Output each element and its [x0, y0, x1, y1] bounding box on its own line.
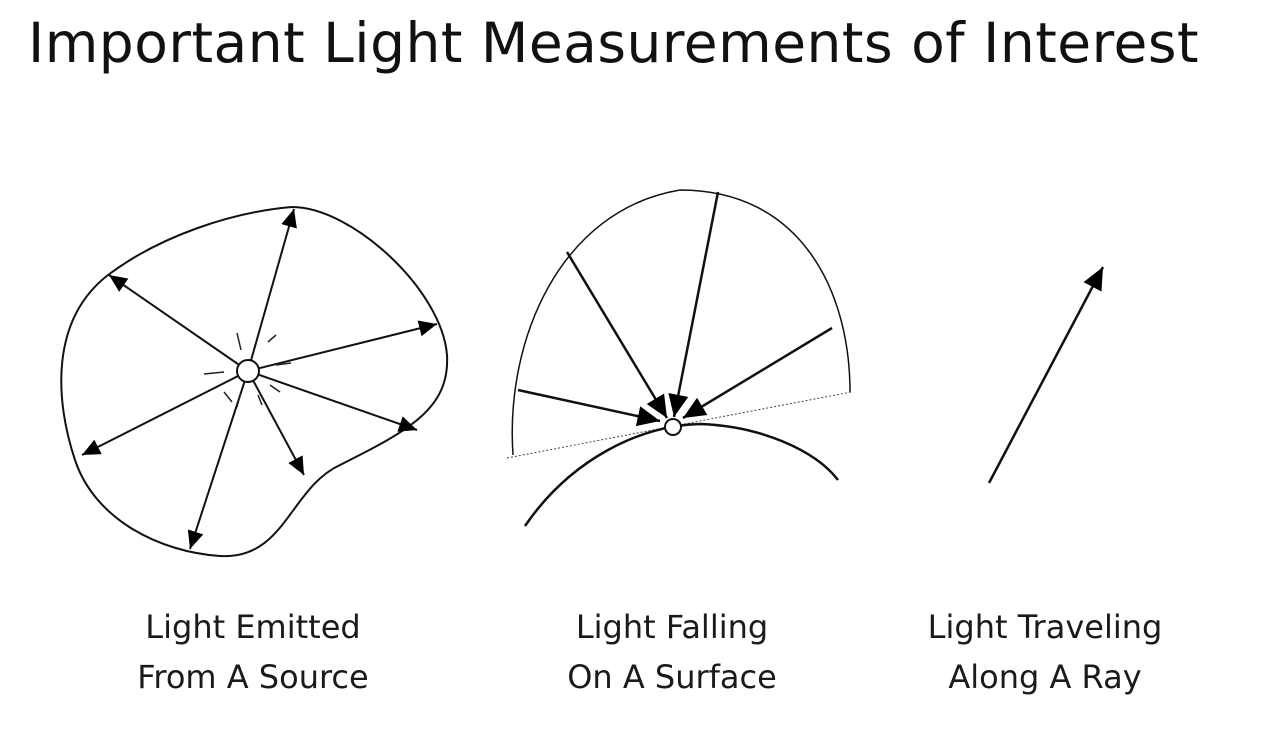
light-source-glow — [203, 332, 292, 408]
emission-arrow — [108, 274, 249, 372]
hemisphere-dome — [511, 189, 851, 456]
caption-light-traveling: Light Traveling Along A Ray — [875, 602, 1215, 702]
emission-arrow — [247, 208, 297, 372]
emission-arrow — [81, 370, 249, 456]
incoming-arrow — [565, 251, 669, 419]
caption-line: Light Falling — [575, 608, 769, 646]
caption-line: From A Source — [137, 658, 369, 696]
receiving-surface — [523, 422, 839, 527]
slide-title: Important Light Measurements of Interest — [28, 11, 1200, 75]
ray-diagram — [987, 266, 1105, 484]
caption-line: Light Traveling — [927, 608, 1163, 646]
caption-light-falling: Light Falling On A Surface — [502, 602, 842, 702]
caption-light-emitted: Light Emitted From A Source — [83, 602, 423, 702]
incoming-arrow — [682, 326, 833, 420]
caption-line: Along A Ray — [948, 658, 1142, 696]
irradiance-diagram — [506, 189, 852, 527]
incoming-arrow — [517, 388, 661, 427]
emission-arrow — [247, 370, 305, 476]
caption-line: Light Emitted — [145, 608, 361, 646]
emission-arrow — [247, 370, 418, 432]
ray-arrow — [987, 266, 1105, 484]
incoming-arrow — [668, 191, 720, 418]
light-source-point — [236, 359, 260, 383]
emission-arrow — [247, 320, 438, 372]
emission-diagram — [60, 205, 449, 558]
emission-boundary — [60, 205, 449, 558]
surface-point — [664, 418, 682, 436]
caption-line: On A Surface — [567, 658, 777, 696]
